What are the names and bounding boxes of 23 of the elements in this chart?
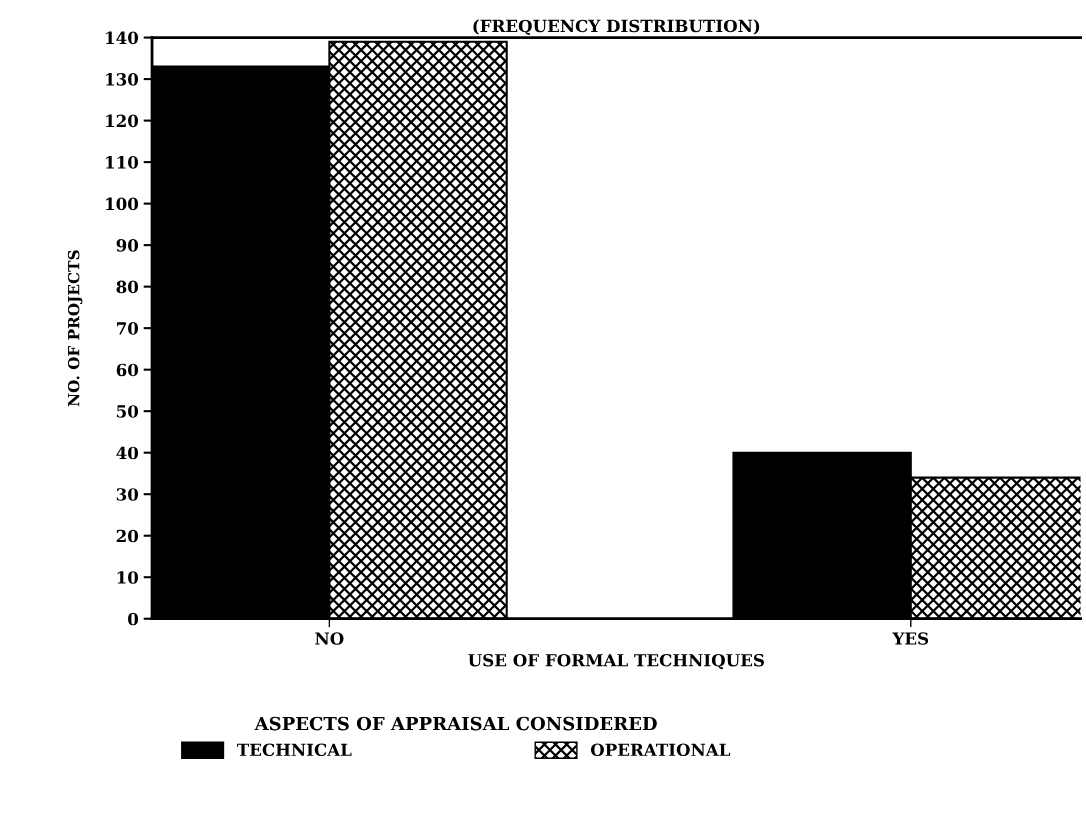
y-tick-label: 110: [106, 156, 139, 169]
x-tick-label: NO: [315, 632, 344, 645]
y-tick-label: 70: [116, 322, 139, 335]
x-tick-label: YES: [892, 632, 929, 645]
y-axis-title: NO. OF PROJECTS: [67, 250, 83, 407]
y-tick-label: 0: [128, 612, 139, 626]
y-tick-label: 100: [106, 197, 139, 211]
y-tick-label: 50: [117, 405, 139, 418]
y-tick-label: 60: [116, 363, 139, 377]
y-tick-label: 130: [106, 73, 139, 86]
y-tick-label: 140: [106, 31, 139, 45]
legend-label: OPERATIONAL: [590, 743, 731, 757]
y-tick-label: 80: [116, 280, 139, 294]
y-tick-label: 40: [116, 446, 139, 460]
y-tick-label: 20: [116, 529, 139, 543]
y-tick-label: 10: [117, 571, 139, 584]
x-axis-title: USE OF FORMAL TECHNIQUES: [468, 653, 764, 670]
y-tick-label: 90: [116, 239, 139, 252]
chart-title: (FREQUENCY DISTRIBUTION): [473, 19, 760, 36]
legend-title: ASPECTS OF APPRAISAL CONSIDERED: [254, 716, 657, 731]
y-tick-label: 120: [106, 114, 139, 128]
legend-label: TECHNICAL: [236, 743, 352, 757]
y-tick-label: 30: [116, 488, 139, 501]
